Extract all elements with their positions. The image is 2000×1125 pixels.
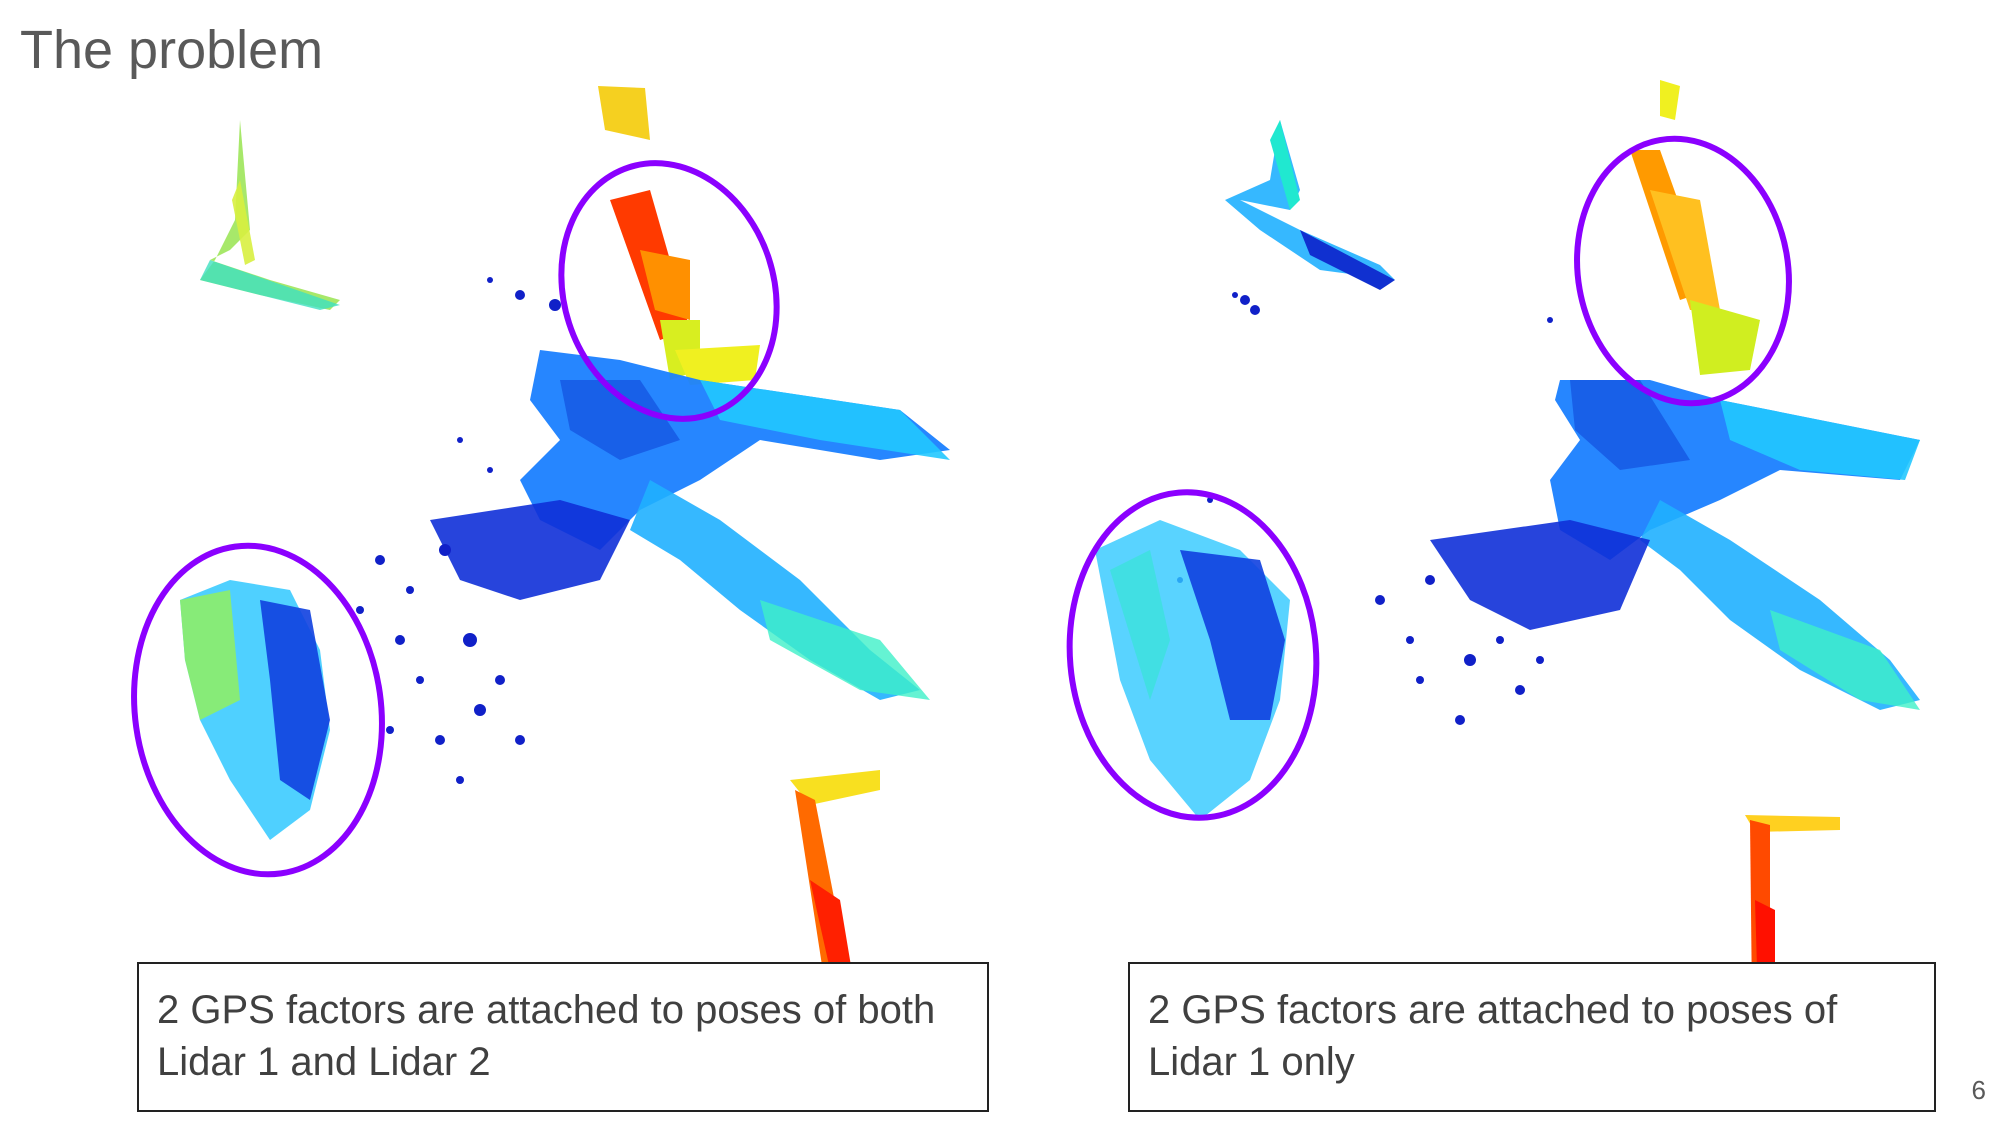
point-cloud-panel-right bbox=[1000, 80, 1990, 1010]
cluster-left bbox=[1095, 520, 1290, 820]
cluster-bottom-wall bbox=[1745, 815, 1840, 1002]
highlight-ellipse-left bbox=[1066, 489, 1320, 821]
cluster-top-wall bbox=[598, 86, 760, 385]
cluster-bottom-left bbox=[180, 580, 330, 840]
slide-title: The problem bbox=[20, 20, 324, 80]
cluster-top-left bbox=[200, 120, 340, 310]
page-number: 6 bbox=[1971, 1075, 1986, 1105]
point-cloud-right bbox=[1095, 80, 1920, 1002]
cluster-center-hub bbox=[430, 350, 950, 700]
point-cloud-panel-left bbox=[0, 80, 990, 1010]
cluster-top-wall bbox=[1630, 80, 1760, 375]
point-cloud-left bbox=[180, 86, 950, 992]
scatter-points bbox=[1177, 292, 1553, 725]
highlight-ellipse-bottom-left bbox=[131, 542, 385, 878]
highlight-ellipse-top bbox=[558, 160, 780, 422]
point-cloud-image-right bbox=[1066, 80, 1920, 1002]
cluster-top-left bbox=[1225, 120, 1395, 290]
point-cloud-image-left bbox=[131, 86, 950, 992]
cluster-center-hub bbox=[1430, 380, 1920, 710]
caption-right: 2 GPS factors are attached to poses of L… bbox=[1128, 962, 1936, 1112]
cluster-bottom-wall bbox=[790, 770, 880, 992]
scatter-points bbox=[356, 277, 561, 784]
highlight-ellipse-top bbox=[1574, 135, 1792, 407]
caption-left: 2 GPS factors are attached to poses of b… bbox=[137, 962, 989, 1112]
